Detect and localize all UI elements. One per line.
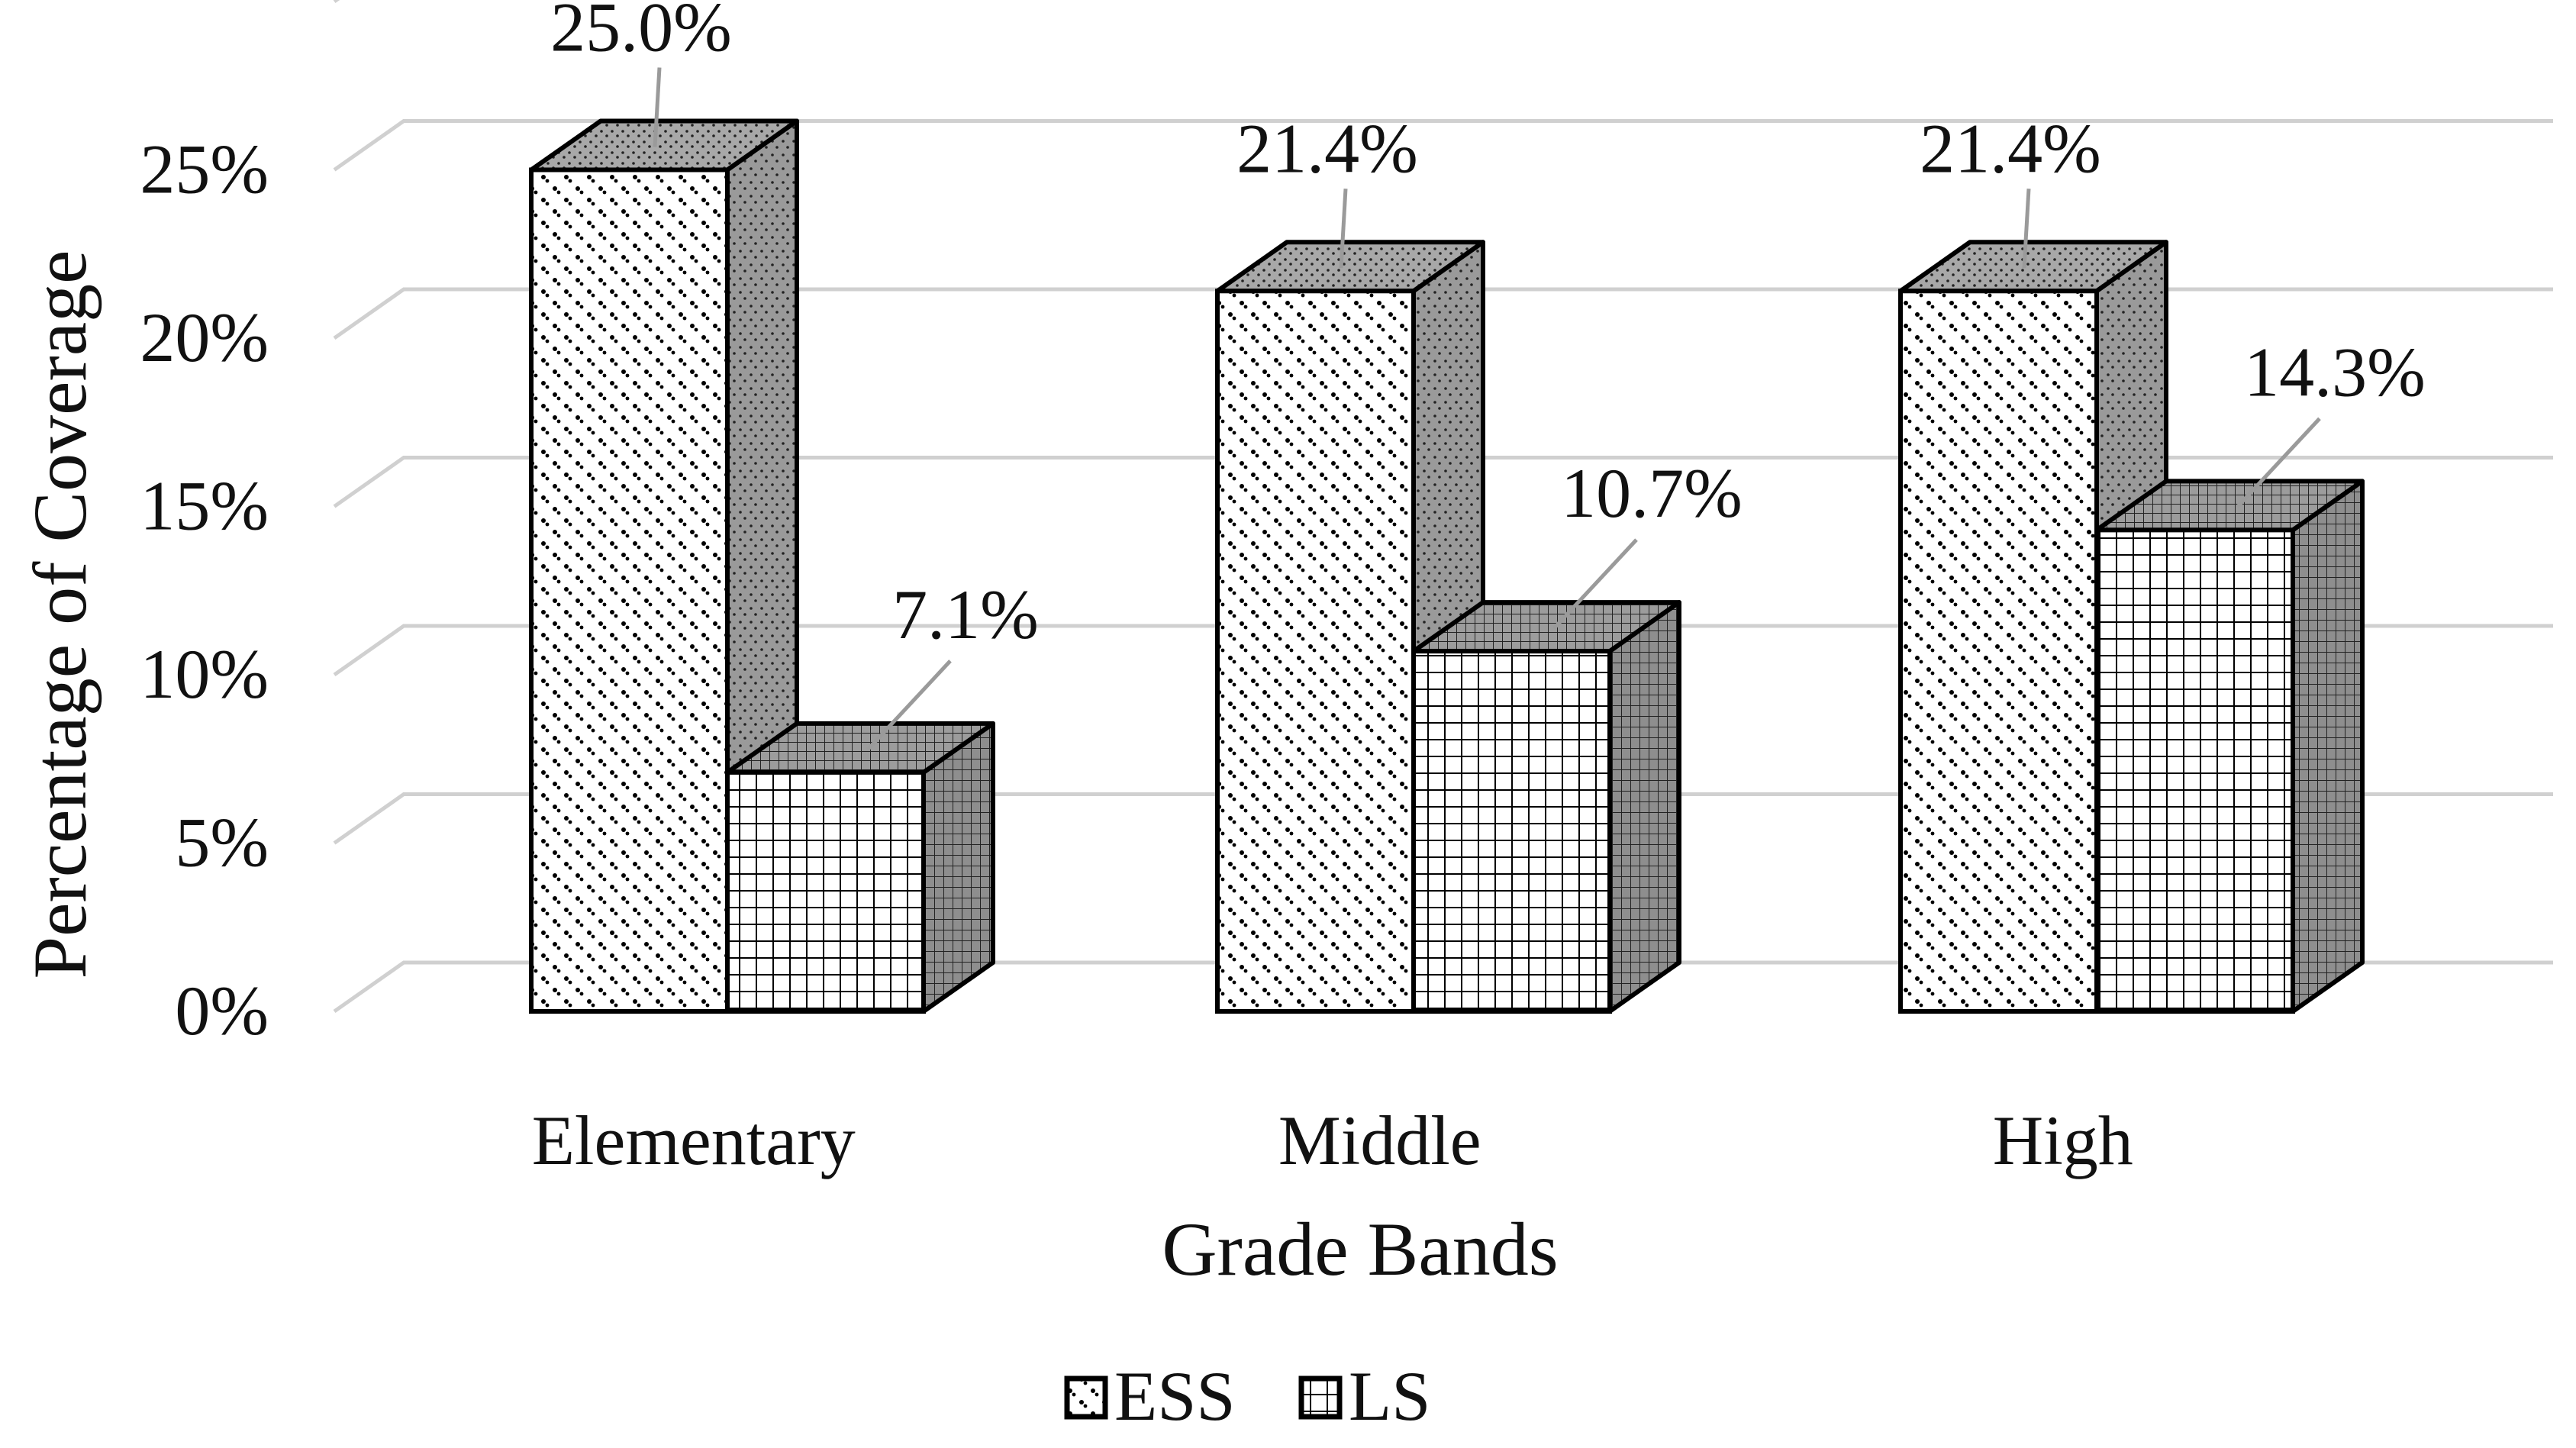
bar-front-face bbox=[1411, 649, 1612, 1014]
legend-item-ls: LS bbox=[1298, 1357, 1430, 1435]
leader-line bbox=[1339, 189, 1348, 269]
bar-side-face bbox=[2291, 479, 2365, 1014]
legend-label: ESS bbox=[1114, 1357, 1236, 1435]
bar-front-face bbox=[725, 769, 926, 1014]
y-tick-label: 5% bbox=[175, 804, 269, 882]
gridline bbox=[333, 792, 2553, 845]
y-tick-label: 15% bbox=[140, 467, 269, 545]
data-label: 14.3% bbox=[2244, 333, 2426, 411]
x-tick-label: Middle bbox=[1278, 1101, 1481, 1179]
legend-swatch bbox=[1298, 1375, 1343, 1420]
y-tick-label: 25% bbox=[140, 131, 269, 208]
x-tick-label: High bbox=[1993, 1101, 2133, 1179]
legend-item-ess: ESS bbox=[1064, 1357, 1236, 1435]
bar-ls-elementary bbox=[725, 721, 995, 1014]
data-labels: 25.0% 7.1% 21.4% 10.7% 21.4% 14.3% bbox=[550, 0, 2426, 751]
leader-line bbox=[866, 660, 952, 751]
gridline bbox=[333, 456, 2553, 508]
legend-swatch bbox=[1064, 1375, 1108, 1420]
data-label: 7.1% bbox=[892, 576, 1039, 653]
bar-front-face bbox=[1215, 289, 1416, 1014]
gridline bbox=[333, 119, 2553, 172]
bar-ess-elementary bbox=[529, 118, 799, 1014]
data-label: 10.7% bbox=[1561, 454, 1743, 532]
gridline bbox=[333, 624, 2553, 677]
data-label: 21.4% bbox=[1236, 109, 1418, 187]
bars: Elementary Middle High bbox=[529, 118, 2365, 1179]
y-tick-label: 10% bbox=[140, 635, 269, 713]
leader-line bbox=[2022, 189, 2031, 269]
leader-line bbox=[2236, 417, 2321, 509]
data-label: 21.4% bbox=[1920, 109, 2101, 187]
axes: Grade Bands Percentage of Coverage bbox=[18, 250, 1559, 1292]
gridline bbox=[333, 287, 2553, 340]
legend-label: LS bbox=[1349, 1357, 1430, 1435]
y-tick-label: 20% bbox=[140, 298, 269, 376]
bar-ls-middle bbox=[1411, 600, 1681, 1014]
x-axis-title: Grade Bands bbox=[1162, 1207, 1558, 1292]
bar-ls-high bbox=[2094, 479, 2365, 1014]
bar-front-face bbox=[1898, 289, 2099, 1014]
gridlines: 0% 5% 10% 15% 20% 25% bbox=[140, 0, 2553, 1050]
y-tick-label: 0% bbox=[175, 972, 269, 1050]
gridline bbox=[333, 960, 2553, 1014]
bar-side-face bbox=[1607, 600, 1681, 1014]
leader-line bbox=[653, 67, 662, 147]
x-tick-label: Elementary bbox=[532, 1101, 856, 1179]
leader-line bbox=[1552, 538, 1638, 630]
legend: ESS LS bbox=[1064, 1357, 1430, 1435]
bar-front-face bbox=[2094, 527, 2295, 1014]
y-axis-title: Percentage of Coverage bbox=[18, 250, 102, 979]
data-label: 25.0% bbox=[550, 0, 732, 66]
bar-front-face bbox=[529, 167, 730, 1014]
